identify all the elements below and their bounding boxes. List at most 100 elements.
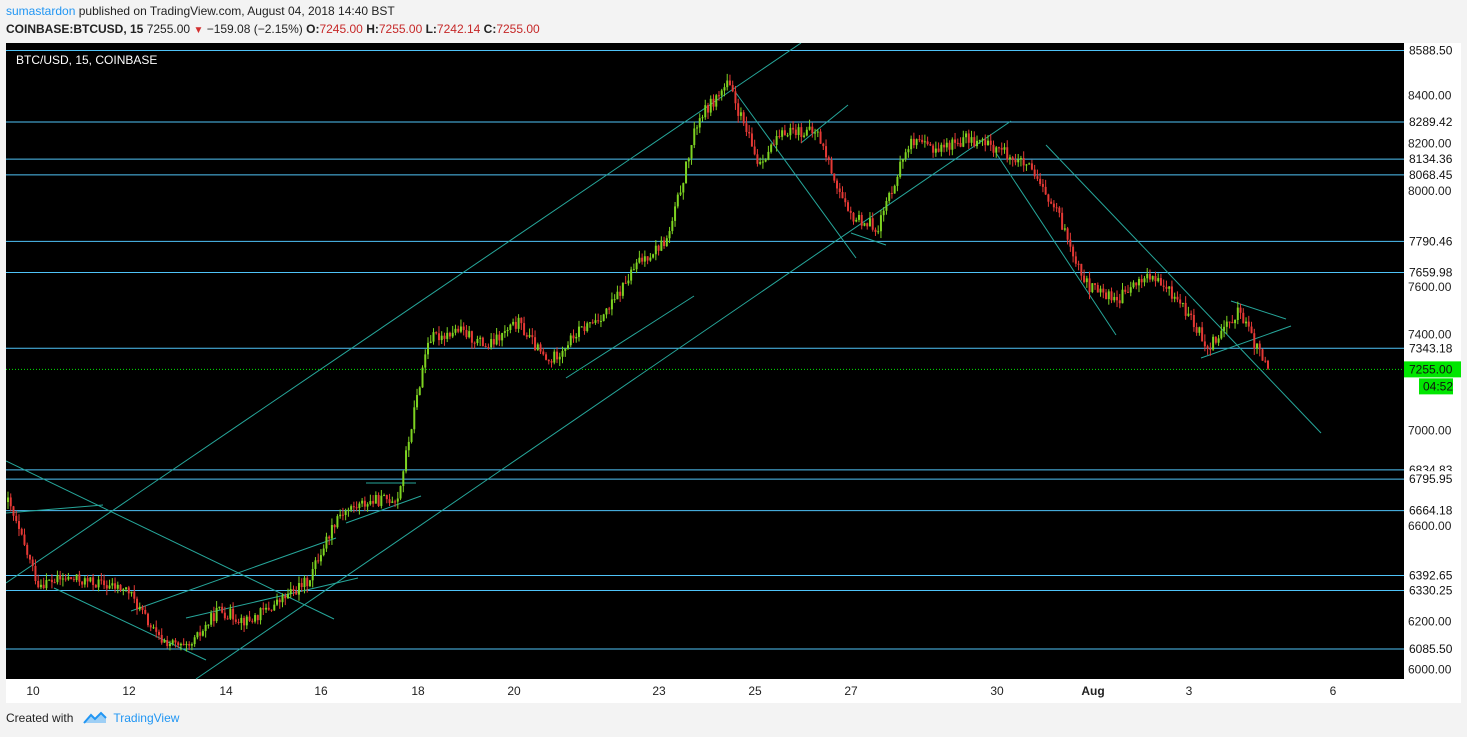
- candle-body: [210, 613, 213, 625]
- candle-body: [287, 593, 289, 599]
- candle-body: [871, 218, 874, 230]
- candle-body: [830, 159, 833, 174]
- candle-body: [772, 144, 775, 146]
- down-arrow-icon: ▼: [193, 25, 204, 36]
- candle-body: [1173, 296, 1176, 299]
- candle-body: [918, 139, 921, 141]
- candle-body: [951, 139, 954, 150]
- candle-body: [1234, 319, 1237, 324]
- candle-body: [432, 332, 435, 342]
- trend-line: [195, 120, 1012, 680]
- tradingview-logo-icon[interactable]: [83, 711, 108, 725]
- candle-body: [786, 135, 789, 137]
- candle-body: [663, 240, 666, 247]
- time-scale[interactable]: [6, 679, 1461, 703]
- candle-body: [188, 644, 191, 646]
- candle-body: [1236, 307, 1239, 320]
- candle-body: [687, 158, 690, 162]
- candle-body: [995, 147, 998, 153]
- candle-body: [166, 640, 169, 647]
- candle-body: [465, 330, 468, 338]
- candle-body: [28, 554, 31, 560]
- candle-body: [34, 565, 37, 581]
- x-tick-label: 25: [748, 684, 762, 698]
- candle-body: [915, 139, 918, 146]
- candle-body: [20, 528, 23, 535]
- candle-body: [344, 511, 347, 515]
- candle-body: [943, 144, 946, 148]
- candle-body: [221, 606, 224, 613]
- candle-body: [764, 159, 767, 162]
- candle-body: [1151, 276, 1154, 280]
- candle-body: [78, 574, 81, 582]
- candle-body: [882, 210, 885, 216]
- candle-body: [547, 359, 550, 362]
- candle-body: [597, 320, 600, 322]
- candle-body: [868, 218, 871, 227]
- x-tick-label: 6: [1330, 684, 1337, 698]
- tradingview-brand[interactable]: TradingView: [113, 711, 180, 725]
- candle-body: [967, 133, 970, 143]
- price-chart[interactable]: 8400.00 8200.00 8000.00 7600.00 7400.00 7000.…: [6, 43, 1461, 703]
- candle-body: [569, 335, 572, 346]
- candle-body: [1058, 207, 1061, 213]
- candle-body: [405, 450, 408, 472]
- candle-body: [1228, 321, 1231, 323]
- candle-body: [811, 126, 814, 134]
- candle-body: [495, 334, 498, 345]
- candle-body: [1258, 343, 1261, 350]
- candle-body: [855, 219, 858, 222]
- candle-body: [737, 103, 740, 116]
- candle-body: [641, 257, 644, 262]
- candle-body: [910, 138, 913, 150]
- level-label: 6085.50: [1409, 642, 1453, 656]
- candle-body: [1102, 288, 1105, 293]
- candle-body: [459, 326, 462, 332]
- plot-area[interactable]: [6, 43, 1404, 679]
- candle-body: [534, 337, 537, 350]
- candle-body: [937, 148, 940, 152]
- candle-body: [147, 613, 149, 626]
- candle-body: [259, 608, 262, 621]
- candle-body: [394, 501, 397, 503]
- candle-body: [190, 644, 193, 646]
- candle-body: [901, 159, 904, 162]
- candle-body: [665, 238, 668, 247]
- trend-line: [185, 577, 359, 619]
- candle-body: [956, 142, 959, 144]
- candle-body: [605, 308, 608, 315]
- candle-body: [369, 501, 372, 505]
- candle-body: [808, 126, 811, 130]
- candle-body: [311, 568, 314, 581]
- low-value: 7242.14: [436, 22, 481, 36]
- candle-body: [577, 326, 580, 337]
- level-label-bg: [1404, 151, 1461, 168]
- candle-body: [987, 140, 989, 146]
- author-link[interactable]: sumastardon: [6, 4, 76, 18]
- candle-body: [759, 161, 762, 164]
- level-label: 6392.65: [1409, 569, 1453, 583]
- candle-body: [528, 335, 531, 337]
- candle-body: [525, 335, 528, 337]
- candle-body: [83, 578, 86, 585]
- candle-body: [970, 137, 973, 143]
- candle-body: [789, 127, 792, 136]
- y-tick-label: 7400.00: [1408, 328, 1452, 342]
- candle-body: [171, 640, 174, 644]
- candle-body: [1154, 276, 1157, 282]
- published-text: published on TradingView.com, August 04,…: [78, 4, 395, 18]
- candle-body: [105, 585, 108, 589]
- x-tick-label: 10: [26, 684, 40, 698]
- candle-body: [679, 192, 682, 195]
- low-label: L:: [425, 22, 437, 36]
- candle-body: [847, 202, 849, 211]
- candle-body: [616, 291, 619, 300]
- candle-body: [333, 525, 336, 528]
- candle-body: [654, 245, 657, 255]
- candle-body: [1124, 289, 1127, 292]
- level-label: 7343.18: [1409, 341, 1453, 355]
- candle-body: [1003, 147, 1006, 150]
- candle-body: [1008, 157, 1011, 160]
- created-with-label: Created with: [6, 711, 74, 725]
- candle-body: [487, 347, 490, 349]
